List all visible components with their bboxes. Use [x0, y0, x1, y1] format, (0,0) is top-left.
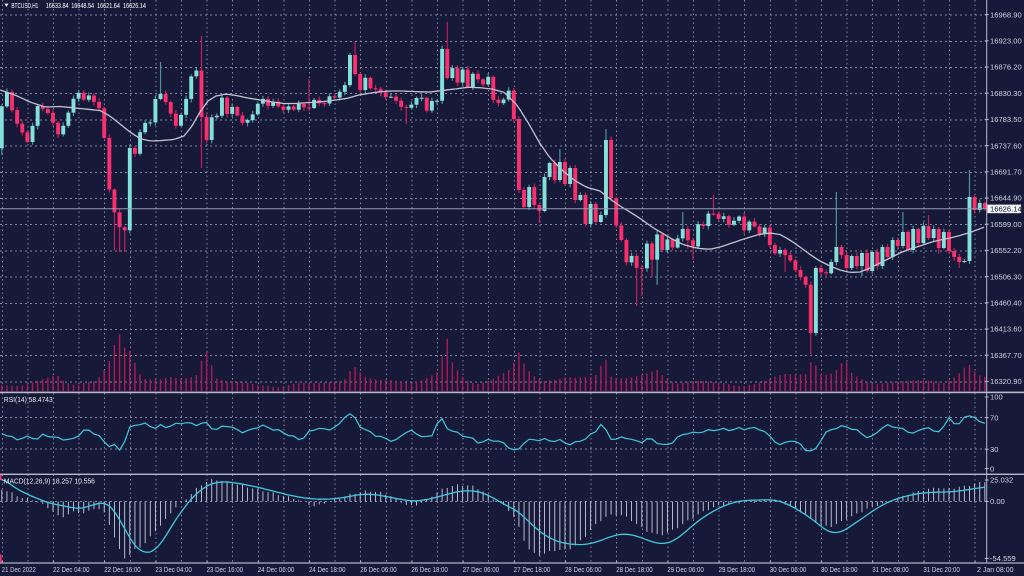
svg-text:100: 100	[990, 393, 1003, 402]
svg-text:BTCUSD,H1: BTCUSD,H1	[11, 1, 38, 10]
svg-text:22 Dec 04:00: 22 Dec 04:00	[53, 567, 90, 574]
svg-text:16644.90: 16644.90	[990, 194, 1022, 203]
svg-text:-54.559: -54.559	[990, 554, 1016, 563]
svg-text:16648.54: 16648.54	[71, 1, 94, 10]
svg-text:25.032: 25.032	[990, 476, 1013, 485]
svg-text:16783.50: 16783.50	[990, 115, 1022, 124]
svg-text:26 Dec 18:00: 26 Dec 18:00	[411, 567, 448, 574]
svg-text:16626.14: 16626.14	[990, 205, 1022, 214]
svg-text:RSI(14) 58.4743: RSI(14) 58.4743	[4, 397, 53, 404]
svg-text:16320.90: 16320.90	[990, 377, 1022, 386]
svg-text:29 Dec 06:00: 29 Dec 06:00	[667, 567, 704, 574]
svg-text:30: 30	[990, 445, 998, 454]
svg-text:30 Dec 18:00: 30 Dec 18:00	[821, 567, 858, 574]
svg-text:16413.60: 16413.60	[990, 325, 1022, 334]
svg-text:16621.64: 16621.64	[97, 1, 120, 10]
svg-text:16599.00: 16599.00	[990, 220, 1022, 229]
svg-text:27 Dec 18:00: 27 Dec 18:00	[514, 567, 551, 574]
svg-text:24 Dec 18:00: 24 Dec 18:00	[309, 567, 346, 574]
svg-text:0: 0	[990, 464, 994, 473]
svg-text:31 Dec 08:00: 31 Dec 08:00	[872, 567, 909, 574]
svg-text:16626.14: 16626.14	[123, 1, 146, 10]
svg-text:16923.00: 16923.00	[990, 37, 1022, 46]
svg-text:16691.70: 16691.70	[990, 168, 1022, 177]
svg-text:16506.30: 16506.30	[990, 272, 1022, 281]
svg-text:0.00: 0.00	[990, 497, 1005, 506]
svg-text:28 Dec 18:00: 28 Dec 18:00	[616, 567, 653, 574]
svg-text:16737.60: 16737.60	[990, 141, 1022, 150]
svg-text:27 Dec 06:00: 27 Dec 06:00	[463, 567, 500, 574]
svg-text:24 Dec 06:00: 24 Dec 06:00	[258, 567, 295, 574]
svg-text:16830.30: 16830.30	[990, 89, 1022, 98]
svg-text:23 Dec 04:00: 23 Dec 04:00	[155, 567, 192, 574]
svg-text:21 Dec 2022: 21 Dec 2022	[2, 567, 36, 574]
svg-text:26 Dec 06:00: 26 Dec 06:00	[360, 567, 397, 574]
svg-text:22 Dec 16:00: 22 Dec 16:00	[104, 567, 141, 574]
svg-text:16876.20: 16876.20	[990, 63, 1022, 72]
svg-text:30 Dec 06:00: 30 Dec 06:00	[770, 567, 807, 574]
svg-text:28 Dec 06:00: 28 Dec 06:00	[565, 567, 602, 574]
svg-text:70: 70	[990, 413, 998, 422]
svg-text:16633.84: 16633.84	[46, 1, 69, 10]
svg-text:29 Dec 18:00: 29 Dec 18:00	[719, 567, 756, 574]
svg-text:16968.90: 16968.90	[990, 10, 1022, 19]
svg-text:16367.70: 16367.70	[990, 351, 1022, 360]
svg-text:31 Dec 20:00: 31 Dec 20:00	[923, 567, 960, 574]
svg-text:23 Dec 16:00: 23 Dec 16:00	[207, 567, 244, 574]
svg-text:2 Jan 08:00: 2 Jan 08:00	[977, 567, 1014, 574]
svg-text:16460.40: 16460.40	[990, 299, 1022, 308]
svg-text:16552.20: 16552.20	[990, 246, 1022, 255]
svg-text:MACD(12,26,9) 18.257 10.556: MACD(12,26,9) 18.257 10.556	[4, 479, 95, 486]
